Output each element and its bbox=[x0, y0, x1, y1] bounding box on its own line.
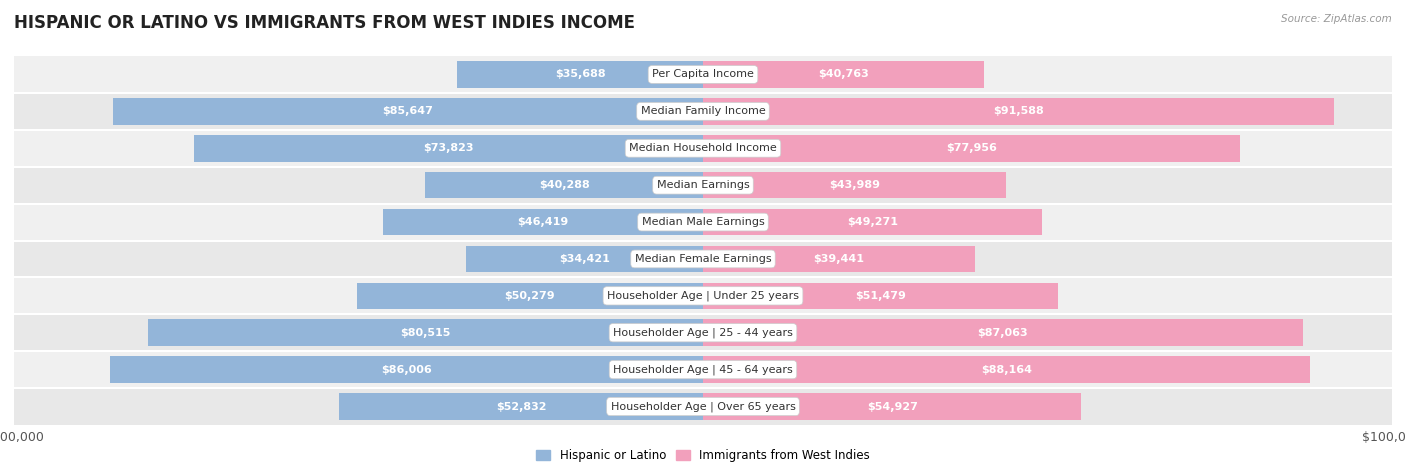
Bar bbox=[14, 204, 1392, 241]
Text: Householder Age | 45 - 64 years: Householder Age | 45 - 64 years bbox=[613, 364, 793, 375]
Text: Per Capita Income: Per Capita Income bbox=[652, 70, 754, 79]
Bar bbox=[703, 135, 1240, 162]
Bar bbox=[703, 356, 1310, 383]
Bar bbox=[111, 356, 703, 383]
Bar bbox=[339, 393, 703, 420]
Bar bbox=[14, 351, 1392, 388]
Text: $34,421: $34,421 bbox=[560, 254, 610, 264]
Text: $88,164: $88,164 bbox=[981, 365, 1032, 375]
Text: $43,989: $43,989 bbox=[830, 180, 880, 190]
Bar bbox=[357, 283, 703, 309]
Bar bbox=[384, 209, 703, 235]
Bar bbox=[14, 130, 1392, 167]
Bar bbox=[148, 319, 703, 346]
Text: $77,956: $77,956 bbox=[946, 143, 997, 153]
Text: $51,479: $51,479 bbox=[855, 291, 905, 301]
Bar bbox=[14, 314, 1392, 351]
Text: $49,271: $49,271 bbox=[848, 217, 898, 227]
Text: $86,006: $86,006 bbox=[381, 365, 432, 375]
Bar bbox=[426, 172, 703, 198]
Bar bbox=[703, 209, 1042, 235]
Bar bbox=[703, 246, 974, 272]
Text: Householder Age | 25 - 44 years: Householder Age | 25 - 44 years bbox=[613, 327, 793, 338]
Text: $50,279: $50,279 bbox=[505, 291, 555, 301]
Text: Median Male Earnings: Median Male Earnings bbox=[641, 217, 765, 227]
Bar bbox=[14, 56, 1392, 93]
Bar bbox=[457, 61, 703, 88]
Text: $52,832: $52,832 bbox=[496, 402, 547, 411]
Text: Median Earnings: Median Earnings bbox=[657, 180, 749, 190]
Bar bbox=[14, 93, 1392, 130]
Text: $80,515: $80,515 bbox=[401, 328, 451, 338]
Bar bbox=[112, 98, 703, 125]
Bar bbox=[703, 319, 1303, 346]
Text: $91,588: $91,588 bbox=[993, 106, 1043, 116]
Bar bbox=[14, 277, 1392, 314]
Text: $35,688: $35,688 bbox=[555, 70, 606, 79]
Bar bbox=[703, 393, 1081, 420]
Text: $85,647: $85,647 bbox=[382, 106, 433, 116]
Legend: Hispanic or Latino, Immigrants from West Indies: Hispanic or Latino, Immigrants from West… bbox=[531, 445, 875, 467]
Text: Householder Age | Under 25 years: Householder Age | Under 25 years bbox=[607, 290, 799, 301]
Bar bbox=[465, 246, 703, 272]
Bar bbox=[194, 135, 703, 162]
Bar bbox=[703, 61, 984, 88]
Text: Median Family Income: Median Family Income bbox=[641, 106, 765, 116]
Text: Source: ZipAtlas.com: Source: ZipAtlas.com bbox=[1281, 14, 1392, 24]
Bar bbox=[703, 283, 1057, 309]
Text: $40,288: $40,288 bbox=[538, 180, 589, 190]
Text: $39,441: $39,441 bbox=[813, 254, 865, 264]
Text: $46,419: $46,419 bbox=[517, 217, 568, 227]
Text: $73,823: $73,823 bbox=[423, 143, 474, 153]
Text: $87,063: $87,063 bbox=[977, 328, 1028, 338]
Text: HISPANIC OR LATINO VS IMMIGRANTS FROM WEST INDIES INCOME: HISPANIC OR LATINO VS IMMIGRANTS FROM WE… bbox=[14, 14, 636, 32]
Text: $40,763: $40,763 bbox=[818, 70, 869, 79]
Text: Median Female Earnings: Median Female Earnings bbox=[634, 254, 772, 264]
Bar bbox=[14, 388, 1392, 425]
Text: Householder Age | Over 65 years: Householder Age | Over 65 years bbox=[610, 401, 796, 412]
Bar bbox=[14, 167, 1392, 204]
Bar bbox=[703, 98, 1334, 125]
Bar bbox=[703, 172, 1007, 198]
Text: $54,927: $54,927 bbox=[866, 402, 918, 411]
Bar bbox=[14, 241, 1392, 277]
Text: Median Household Income: Median Household Income bbox=[628, 143, 778, 153]
